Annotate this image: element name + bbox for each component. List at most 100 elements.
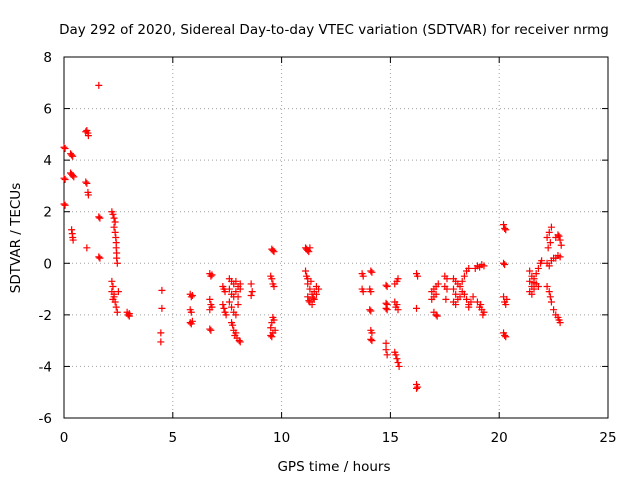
data-point <box>188 292 196 300</box>
data-point <box>61 145 69 153</box>
data-point <box>248 288 256 296</box>
data-point <box>96 254 104 262</box>
data-point <box>394 275 402 283</box>
data-point <box>269 329 277 337</box>
data-point <box>236 285 244 293</box>
data-point <box>235 337 243 345</box>
data-point <box>222 311 230 319</box>
data-point <box>84 132 92 140</box>
data-point <box>393 355 401 363</box>
data-point <box>234 293 242 301</box>
data-point <box>395 362 403 370</box>
data-point <box>545 262 553 270</box>
data-point <box>413 304 421 312</box>
data-point <box>207 326 215 334</box>
data-point <box>310 295 318 303</box>
data-point <box>95 213 103 221</box>
data-point <box>530 285 538 293</box>
data-point <box>460 272 468 280</box>
data-point <box>60 200 68 208</box>
data-point <box>502 333 510 341</box>
y-tick-label: 8 <box>43 50 52 66</box>
data-point <box>306 285 314 293</box>
data-point <box>312 290 320 298</box>
data-point <box>109 295 117 303</box>
data-point <box>501 261 509 269</box>
data-point <box>366 306 374 314</box>
data-point <box>267 324 275 332</box>
data-point <box>545 228 553 236</box>
data-point <box>70 173 78 181</box>
data-point <box>221 288 229 296</box>
data-point <box>546 293 554 301</box>
data-point <box>306 244 314 252</box>
data-point <box>158 304 166 312</box>
data-point <box>359 288 367 296</box>
data-point <box>229 321 237 329</box>
x-tick-label: 20 <box>491 430 508 446</box>
data-point <box>543 234 551 241</box>
data-point <box>96 214 104 222</box>
data-point <box>477 301 485 309</box>
data-point <box>556 319 564 327</box>
y-tick-label: 0 <box>43 256 52 272</box>
data-point <box>544 244 552 252</box>
x-axis-label: GPS time / hours <box>277 459 390 475</box>
data-point <box>443 285 451 293</box>
data-point <box>543 282 551 290</box>
data-point <box>269 246 277 254</box>
data-point <box>534 282 542 290</box>
data-point <box>434 280 442 288</box>
data-point <box>501 224 509 232</box>
data-point <box>546 239 554 247</box>
data-point <box>68 226 76 234</box>
data-point <box>394 306 402 314</box>
data-point <box>432 311 440 319</box>
data-point <box>124 311 132 319</box>
tick-labels: 0 5 10 15 20 25 -6 -4 -2 0 2 4 6 8 <box>39 50 617 446</box>
data-point <box>302 267 310 275</box>
x-tick-label: 10 <box>273 430 290 446</box>
data-point <box>545 288 553 296</box>
data-point <box>460 290 468 298</box>
data-point <box>502 226 510 234</box>
data-point <box>60 174 68 182</box>
data-point <box>109 210 117 218</box>
data-point <box>393 301 401 309</box>
data-point <box>465 303 473 311</box>
x-tick-label: 25 <box>599 430 616 446</box>
data-point <box>309 294 317 302</box>
data-point <box>500 221 508 229</box>
data-point <box>554 231 562 239</box>
data-point <box>83 179 91 187</box>
data-point <box>111 218 119 226</box>
data-point <box>383 306 391 314</box>
data-point <box>456 282 464 290</box>
x-tick-label: 15 <box>382 430 399 446</box>
data-point <box>232 311 240 319</box>
data-point <box>500 259 508 267</box>
data-point <box>315 285 323 293</box>
data-point <box>528 290 536 298</box>
data-point <box>367 335 375 343</box>
plot-frame <box>63 56 609 419</box>
data-point <box>225 298 233 306</box>
data-point <box>232 277 240 285</box>
data-point <box>367 288 375 296</box>
data-point <box>110 214 118 222</box>
data-point <box>469 293 477 301</box>
data-point <box>382 346 390 354</box>
data-point <box>305 248 313 256</box>
data-point <box>157 338 165 346</box>
data-point <box>110 223 118 231</box>
data-point <box>157 329 165 337</box>
data-point <box>270 316 278 324</box>
data-point <box>187 308 195 316</box>
data-point <box>234 301 242 309</box>
data-point <box>383 351 391 359</box>
data-point <box>532 270 540 278</box>
data-point <box>480 262 488 270</box>
data-point <box>501 331 509 339</box>
